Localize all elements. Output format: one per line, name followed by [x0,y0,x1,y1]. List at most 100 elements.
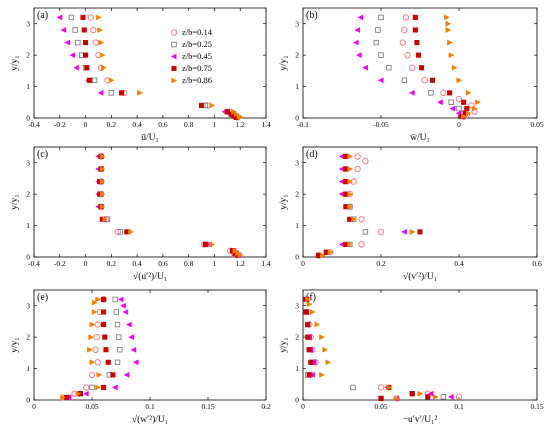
data-point [68,14,75,21]
data-point [355,52,362,59]
x-tick-label: 0.4 [132,120,142,129]
x-tick-label: 0.2 [376,259,386,268]
y-tick-label: 2 [26,51,30,60]
panel-label: (d) [306,149,318,160]
data-point [114,321,121,328]
series-z-b-0.14 [304,296,463,402]
data-point [89,321,96,328]
series-z-b-0.86 [320,153,416,259]
data-point [72,27,78,33]
y-tick-label: 1 [26,364,30,373]
data-point [89,384,95,391]
data-point [305,296,311,303]
data-point [401,228,407,235]
legend-marker [170,29,178,36]
data-point [440,89,447,97]
data-point [60,27,67,33]
x-tick-label: -0.05 [373,120,389,129]
data-point [461,113,467,120]
data-point [465,110,472,117]
data-point [412,27,418,33]
data-point [99,191,106,198]
x-axis-label: w̄/U₁ [410,133,430,143]
data-point [97,27,103,33]
data-point [101,384,107,390]
x-tick-label: 0.05 [374,402,387,411]
data-point [98,39,105,46]
x-tick-label: 1.2 [236,259,246,268]
x-tick-label: 0 [84,120,88,129]
data-point [306,301,313,308]
y-tick-label: 0 [295,253,299,262]
panel-label: (c) [37,149,48,160]
data-point [99,166,106,172]
data-point [101,322,107,328]
y-tick-label: 3 [26,158,30,167]
data-point [357,14,364,21]
y-axis-label: y/y₁ [10,337,20,352]
data-point [75,390,82,397]
legend-entry: z/b=0.45 [182,51,212,61]
chart-panel-a: -0.4 -0.2 0 0.2 0.4 0.6 0.8 1 1.2 1.4 0 1 2 3 (a) ū/U₁ y… [10,7,271,143]
data-point [87,346,93,353]
legend-marker [171,41,177,48]
y-tick-label: 3 [295,19,299,28]
data-point [455,393,463,401]
data-point [322,346,329,353]
data-point [427,390,434,397]
x-tick-label: 0.15 [201,402,214,411]
series-z-b-0.25 [68,14,240,121]
data-point [87,14,94,21]
data-point [94,321,101,328]
data-point [96,371,103,378]
plot-frame [33,7,267,119]
data-point [415,52,421,58]
data-point [447,39,453,46]
data-point [114,359,121,365]
panel-label: (b) [306,10,318,21]
data-point [60,394,67,401]
x-axis-label: √(u′²)/U₁ [133,271,167,282]
x-tick-label: 0.05 [85,402,98,411]
data-point [108,77,115,84]
data-point [111,384,118,391]
y-tick-label: 2 [26,333,30,342]
data-point [421,77,428,84]
data-point [347,166,354,172]
x-tick-label: 0.6 [158,120,168,129]
data-point [83,40,89,46]
x-tick-label: 1.4 [261,120,271,129]
x-tick-label: 1 [213,120,217,129]
data-point [132,359,139,366]
data-point [358,241,365,248]
data-point [117,229,124,235]
data-point [101,296,107,302]
data-point [377,77,384,84]
data-point [102,334,108,340]
data-point [120,302,126,309]
data-point [95,14,102,21]
data-point [448,52,455,59]
data-point [468,102,475,109]
data-point [408,89,415,96]
series-z-b-0.75 [97,153,241,258]
x-tick-label: -0.4 [28,120,40,129]
x-tick-label: 0.1 [454,402,464,411]
data-point [105,359,111,365]
data-point [95,296,102,303]
data-point [91,299,98,306]
data-point [103,347,109,353]
data-point [97,89,104,96]
chart-panel-b: -0.1 -0.05 0 0.05 0 1 2 3 (b) w̄/U₁ y/y₁ [279,7,544,143]
data-point [358,216,365,223]
data-point [378,52,384,58]
x-tick-label: 1 [213,259,217,268]
x-tick-label: 0.2 [261,402,271,411]
data-point [347,153,354,160]
x-tick-label: 1.2 [236,120,246,129]
x-tick-label: 0 [32,402,36,411]
data-point [117,347,123,353]
data-point [414,40,420,46]
data-point [378,395,384,401]
series-z-b-0.86 [60,296,103,401]
